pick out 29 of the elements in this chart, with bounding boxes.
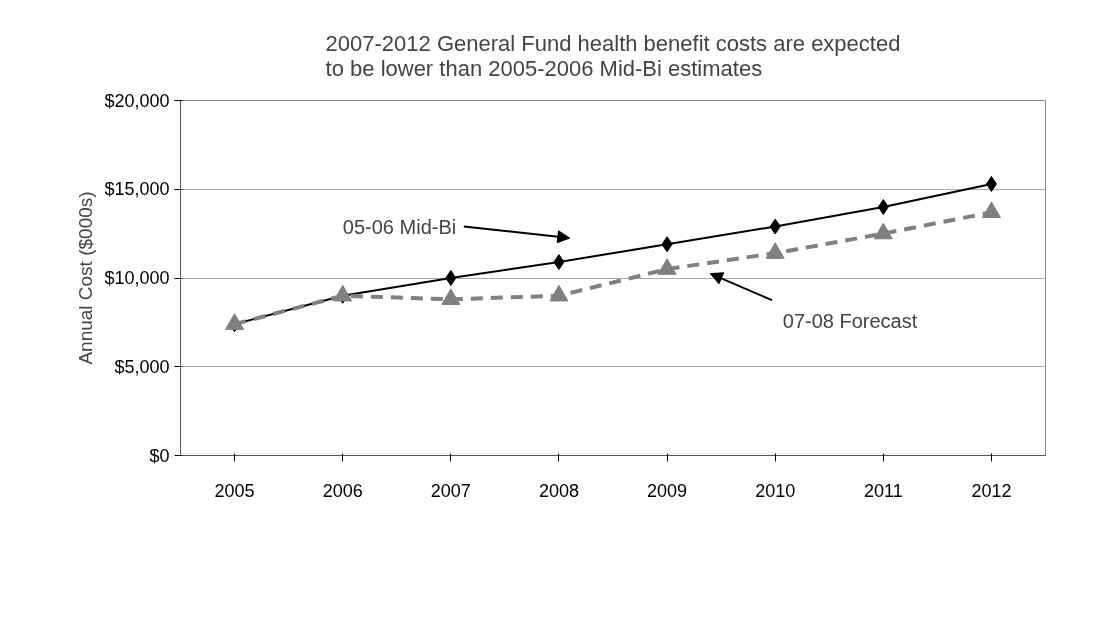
text: 07-08 Forecast [782, 310, 918, 333]
point [661, 236, 673, 253]
point [877, 199, 889, 215]
y-tick-label: $0 [149, 445, 170, 466]
x-tick-label: 2008 [538, 480, 579, 501]
point [765, 242, 785, 259]
point [441, 288, 461, 305]
y-tick-label: $20,000 [104, 90, 170, 111]
point [225, 313, 245, 330]
y-tick-label: $5,000 [114, 356, 170, 377]
x-tick-label: 2010 [755, 480, 796, 501]
point [985, 175, 997, 192]
point [873, 222, 893, 240]
point [549, 284, 569, 302]
point [333, 284, 353, 302]
x-tick-label: 2009 [647, 480, 688, 501]
chart-title: 2007-2012 General Fund health benefit costs are expected to be lower than 2005-2006 Mid-Bi estimates [325, 30, 901, 81]
point [657, 258, 677, 275]
x-tick-label: 2006 [322, 480, 363, 501]
point [769, 218, 781, 235]
x-tick-label: 2005 [214, 480, 255, 501]
y-tick-label: $15,000 [104, 179, 170, 200]
series-label: 05-06 Mid-Bi [342, 215, 457, 238]
x-tick-label: 2011 [863, 480, 903, 501]
y-axis-title: Annual Cost ($000s) [75, 191, 97, 365]
x-tick-label: 2007 [430, 480, 471, 501]
y-tick-label: $10,000 [104, 268, 170, 288]
point [981, 201, 1001, 219]
x-tick-label: 2012 [971, 480, 1012, 501]
